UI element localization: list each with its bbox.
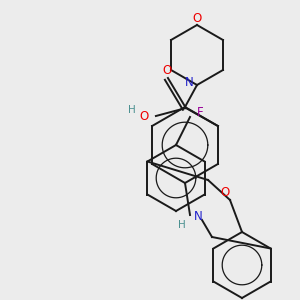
Text: O: O xyxy=(162,64,172,76)
Text: H: H xyxy=(128,105,136,115)
Text: F: F xyxy=(197,106,203,119)
Text: O: O xyxy=(220,187,230,200)
Text: O: O xyxy=(192,13,202,26)
Text: H: H xyxy=(178,220,186,230)
Text: N: N xyxy=(184,76,194,89)
Text: O: O xyxy=(139,110,148,124)
Text: N: N xyxy=(194,211,202,224)
